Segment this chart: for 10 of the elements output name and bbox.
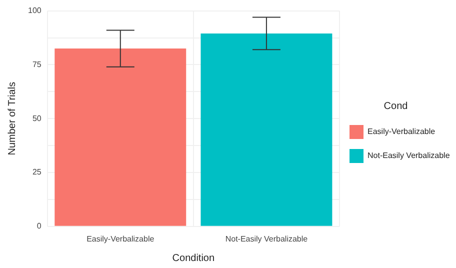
- legend-label: Easily-Verbalizable: [368, 127, 436, 136]
- y-tick-label: 25: [32, 168, 42, 177]
- legend-title: Cond: [384, 100, 408, 112]
- y-tick-label: 100: [28, 6, 42, 16]
- y-tick-label: 75: [32, 60, 42, 69]
- x-axis-title: Condition: [172, 252, 215, 264]
- y-tick-label: 0: [36, 222, 42, 231]
- y-axis-title: Number of Trials: [6, 82, 18, 156]
- legend-label: Not-Easily Verbalizable: [368, 151, 450, 160]
- y-tick-label: 50: [32, 114, 42, 123]
